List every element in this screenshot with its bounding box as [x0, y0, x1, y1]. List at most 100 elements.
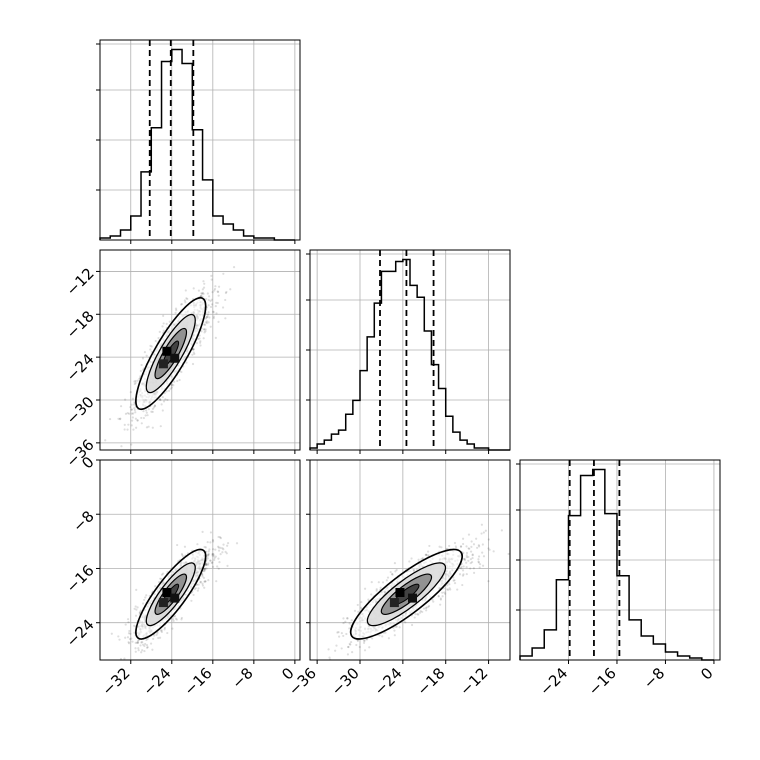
2d-param1-param3-sample-point: [204, 563, 207, 566]
2d-param1-param3-sample-point: [172, 619, 175, 622]
2d-param1-param3-sample-point: [146, 645, 149, 649]
2d-param2-param3-sample-point: [340, 632, 343, 635]
2d-param1-param2-sample-point: [207, 298, 210, 302]
2d-param2-param3-sample-point: [439, 603, 442, 606]
2d-param2-param3-sample-point: [394, 625, 397, 628]
2d-param2-param3-sample-point: [427, 605, 430, 609]
2d-param2-param3-sample-point: [484, 529, 487, 532]
2d-param2-param3-sample-point: [448, 544, 451, 548]
2d-param1-param3-sample-point: [160, 573, 164, 576]
2d-param1-param3-sample-point: [153, 634, 156, 637]
2d-param1-param3-sample-point: [199, 580, 203, 583]
2d-param1-param2-sample-point: [133, 408, 136, 412]
2d-param1-param2-sample-point: [165, 322, 168, 325]
2d-param1-param2-sample-point: [159, 398, 162, 402]
2d-param1-param3-sample-point: [154, 585, 157, 588]
2d-param1-param3-sample-point: [226, 564, 229, 567]
2d-param2-param3-sample-point: [419, 609, 422, 613]
2d-param1-param3-sample-point: [143, 649, 146, 653]
2d-param1-param3-sample-point: [206, 557, 209, 560]
2d-param1-param2-sample-point: [158, 330, 161, 333]
2d-param1-param2-density-cell: [162, 346, 172, 356]
2d-param1-param3-sample-point: [201, 573, 204, 577]
2d-param2-param3-sample-point: [425, 553, 428, 556]
2d-param1-param2-sample-point: [216, 290, 219, 293]
2d-param1-param2-sample-point: [132, 428, 135, 431]
2d-param1-param2-sample-point: [200, 330, 203, 333]
2d-param1-param2-sample-point: [162, 329, 165, 332]
2d-param1-param2-sample-point: [178, 378, 181, 382]
2d-param1-param3-sample-point: [225, 552, 228, 555]
2d-param2-param3-sample-point: [478, 563, 482, 566]
2d-param1-param2-sample-point: [147, 425, 150, 428]
2d-param1-param3-sample-point: [190, 599, 193, 602]
2d-param1-param2-sample-point: [154, 339, 157, 343]
2d-param2-param3-sample-point: [444, 592, 447, 595]
2d-param1-param2-sample-point: [139, 369, 142, 373]
2d-param2-param3-sample-point: [441, 591, 444, 594]
2d-param2-param3-sample-point: [487, 580, 490, 583]
2d-param1-param2-sample-point: [205, 320, 209, 323]
2d-param1-param2-sample-point: [142, 416, 145, 420]
2d-param2-param3-sample-point: [358, 645, 361, 649]
2d-param2-param3-sample-point: [440, 546, 443, 549]
2d-param2-param3-sample-point: [360, 600, 363, 604]
2d-param1-param2-sample-point: [120, 445, 123, 448]
2d-param1-param3-sample-point: [146, 637, 149, 640]
2d-param2-param3-density-cell: [408, 593, 417, 603]
2d-param2-param3-sample-point: [469, 561, 472, 565]
2d-param1-param3-sample-point: [217, 545, 220, 548]
2d-param1-param2-sample-point: [147, 408, 150, 411]
2d-param1-param2-sample-point: [192, 348, 195, 351]
2d-param2-param3-sample-point: [398, 626, 401, 629]
2d-param2-param3-sample-point: [363, 641, 366, 644]
2d-param2-param3-sample-point: [480, 523, 483, 526]
2d-param2-param3-sample-point: [462, 573, 465, 576]
2d-param1-param2-sample-point: [204, 328, 207, 331]
2d-param1-param3-sample-point: [137, 649, 140, 652]
2d-param1-param3-sample-point: [134, 614, 138, 617]
2d-param2-param3-density-cell: [395, 588, 405, 597]
2d-param1-param2-sample-point: [217, 290, 220, 294]
2d-param1-param2-ytick-label: −12: [63, 264, 98, 299]
2d-param1-param2-sample-point: [212, 310, 215, 313]
2d-param2-param3-sample-point: [439, 598, 442, 601]
2d-param1-param3-sample-point: [143, 598, 146, 602]
2d-param1-param2-sample-point: [213, 287, 217, 291]
2d-param2-param3: −36 −30 −24 −18 −12: [285, 459, 545, 699]
2d-param1-param3-sample-point: [207, 579, 210, 582]
2d-param1-param2-sample-point: [117, 417, 120, 420]
2d-param1-param3-xtick-label: −16: [181, 664, 216, 699]
2d-param1-param2-sample-point: [126, 412, 129, 415]
2d-param1-param2: −36−30−24−18−12: [63, 249, 301, 471]
2d-param2-param3-sample-point: [470, 545, 473, 548]
2d-param1-param2-sample-point: [215, 301, 218, 304]
2d-param1-param3-sample-point: [160, 577, 163, 581]
2d-param1-param2-sample-point: [132, 412, 135, 415]
2d-param1-param2-sample-point: [130, 424, 133, 427]
2d-param1-param3-sample-point: [212, 540, 215, 543]
2d-param1-param3-sample-point: [219, 553, 222, 556]
2d-param1-param2-sample-point: [151, 407, 154, 410]
2d-param2-param3-sample-point: [356, 603, 359, 607]
2d-param2-param3-sample-point: [543, 522, 545, 524]
hist-param-1-step-line: [99, 48, 295, 241]
2d-param2-param3-sample-point: [347, 645, 350, 649]
2d-param1-param3-sample-point: [211, 565, 215, 568]
2d-param2-param3-sample-point: [481, 564, 485, 567]
2d-param1-param3-sample-point: [217, 549, 221, 552]
2d-param1-param3-sample-point: [207, 562, 210, 565]
2d-param1-param3-sample-point: [135, 641, 139, 644]
2d-param1-param2-sample-point: [207, 304, 210, 307]
2d-param2-param3-sample-point: [425, 553, 428, 557]
2d-param1-param3-sample-point: [214, 555, 217, 558]
hist-param-2: [306, 249, 511, 454]
2d-param1-param3-sample-point: [156, 632, 159, 635]
2d-param1-param2-sample-point: [136, 379, 139, 382]
2d-param1-param2-sample-point: [130, 403, 133, 406]
2d-param1-param3-sample-point: [216, 565, 219, 568]
2d-param1-param3-sample-point: [203, 586, 206, 589]
2d-param1-param3-sample-point: [135, 608, 138, 611]
2d-param1-param3-sample-point: [173, 614, 177, 618]
2d-param1-param3-sample-point: [171, 618, 175, 621]
